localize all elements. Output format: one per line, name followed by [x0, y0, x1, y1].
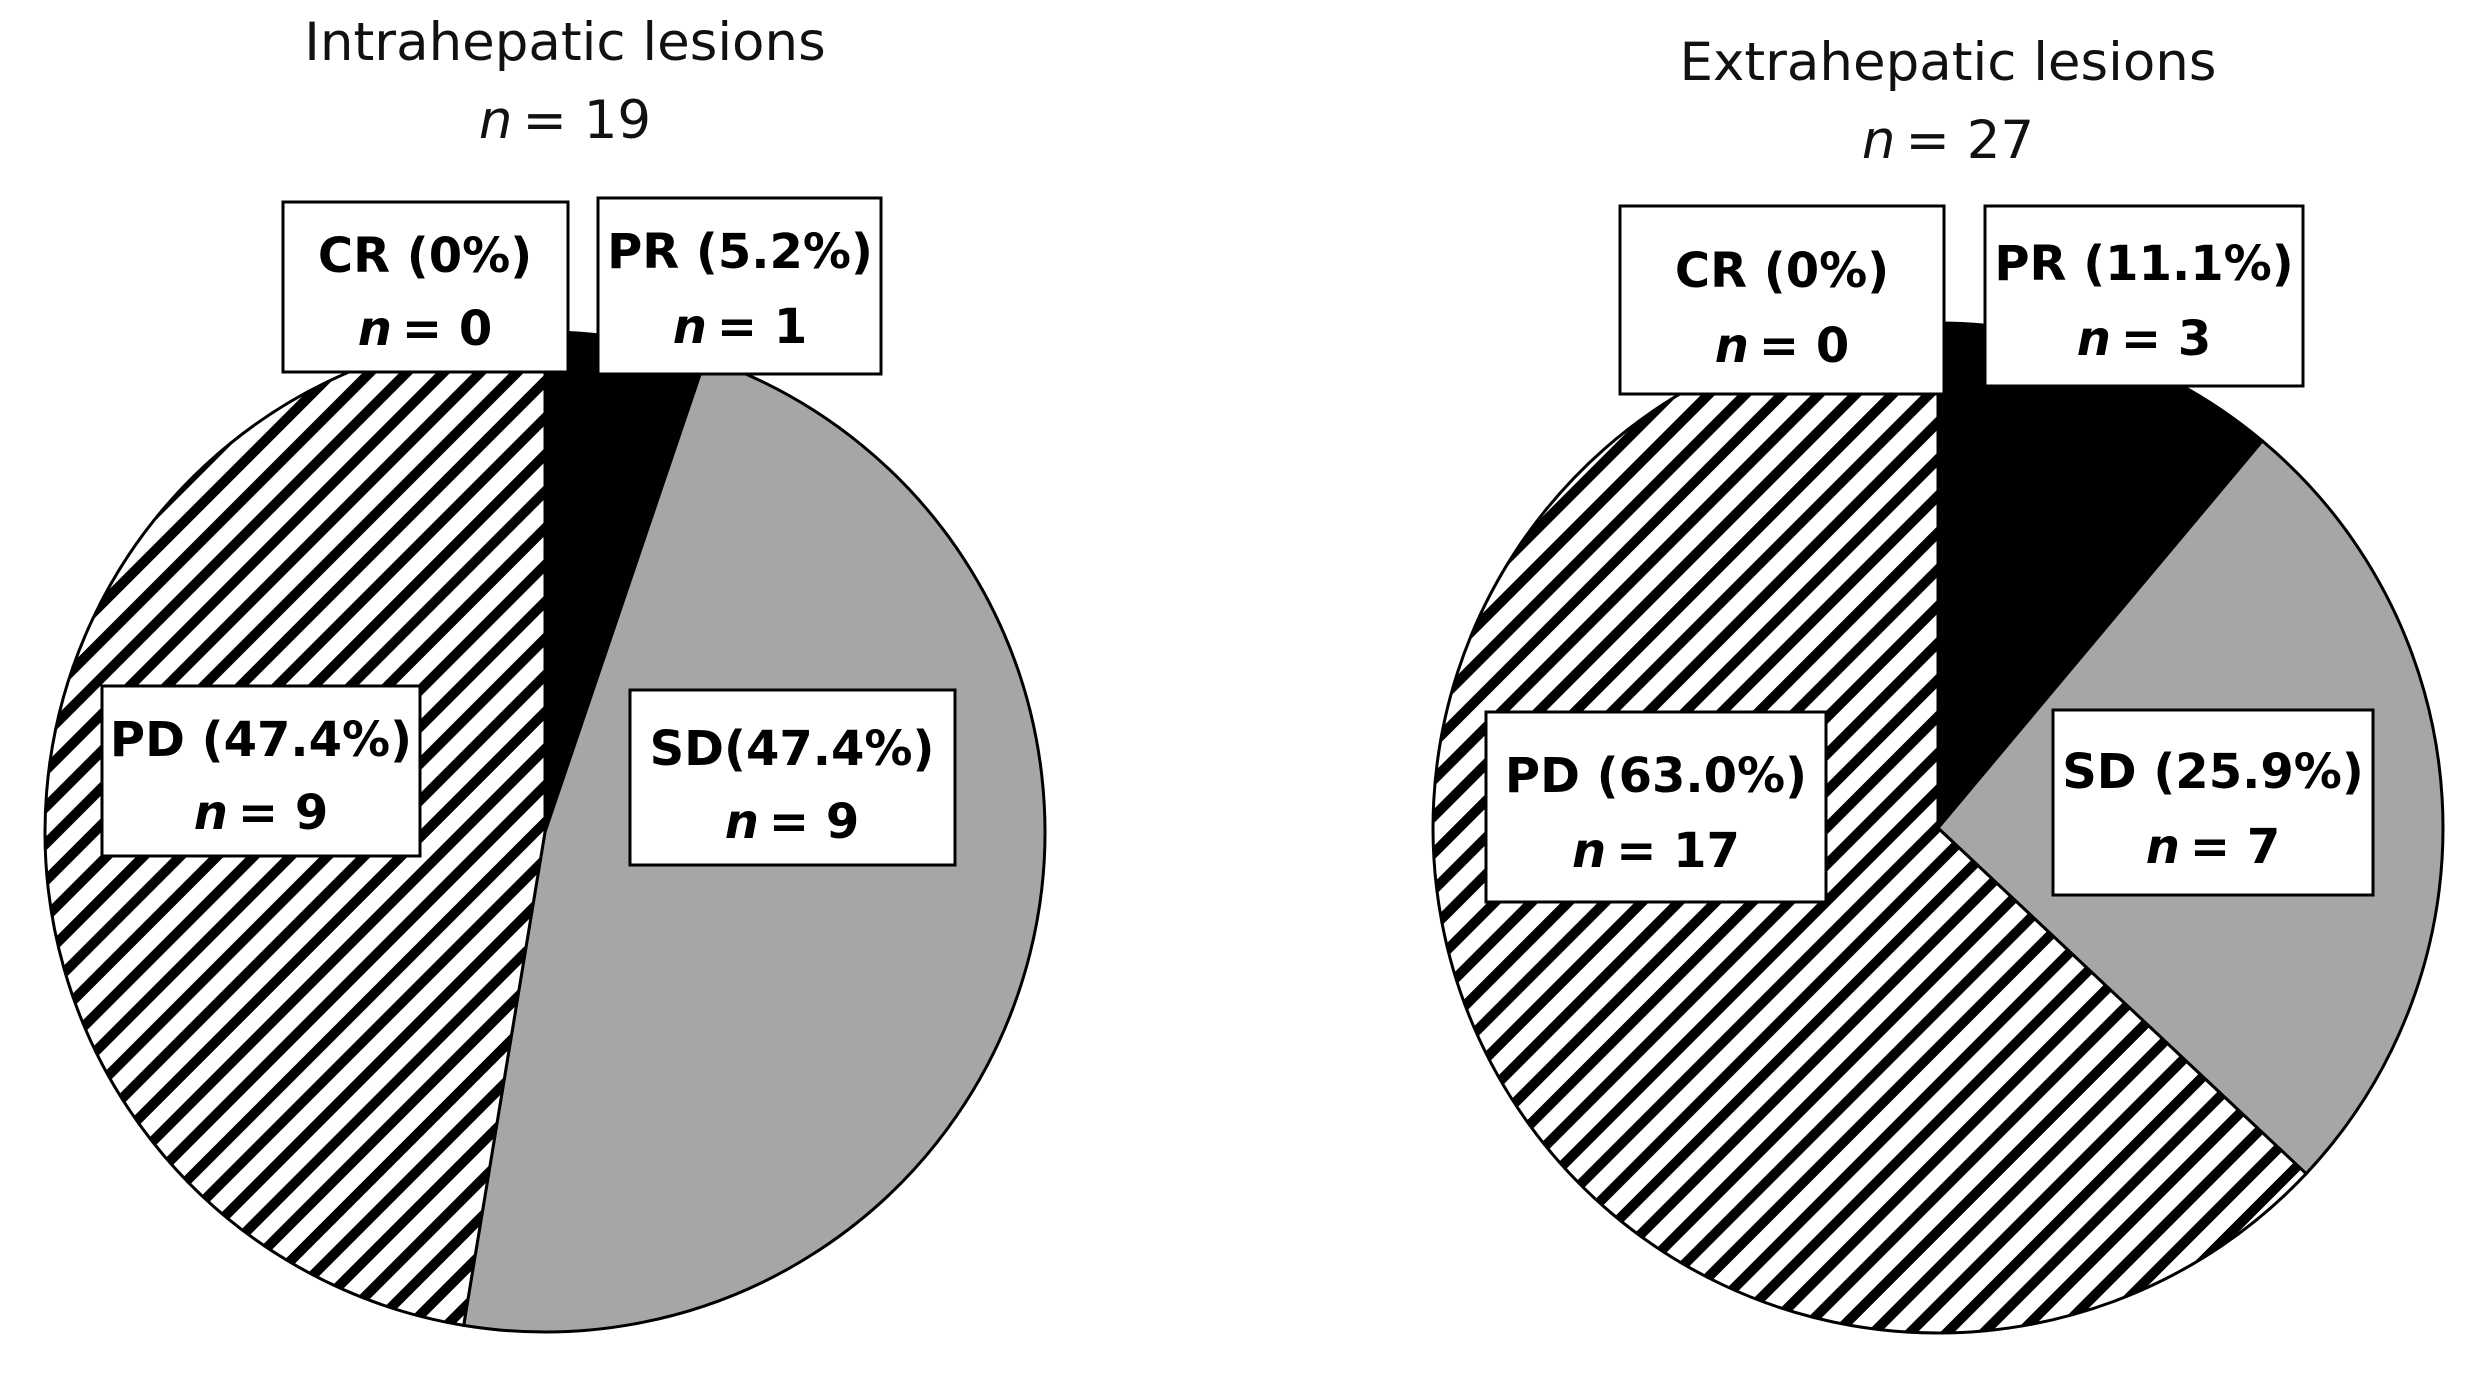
label-box-pr-left: PR (5.2%) n = 1	[596, 196, 883, 376]
count-pr-left: n = 1	[673, 299, 808, 355]
count-pd-left: n = 9	[194, 785, 329, 841]
chart-title-left: Intrahepatic lesions	[304, 12, 825, 73]
label-box-pd-left: PD (47.4%) n = 9	[100, 684, 422, 858]
pie-slice-pd-right	[1431, 321, 2309, 1335]
count-sd-right: n = 7	[2146, 819, 2281, 875]
label-sd-left: SD(47.4%)	[650, 721, 935, 777]
count-pd-right: n = 17	[1572, 823, 1740, 879]
chart-n-left: n = 19	[479, 90, 651, 151]
label-box-pr-right: PR (11.1%) n = 3	[1983, 204, 2305, 388]
label-box-cr-right: CR (0%) n = 0	[1618, 204, 1946, 396]
label-box-pd-right: PD (63.0%) n = 17	[1484, 710, 1828, 904]
count-cr-right: n = 0	[1715, 318, 1850, 374]
chart-n-right: n = 27	[1862, 110, 2034, 171]
label-pd-left: PD (47.4%)	[110, 712, 412, 768]
label-box-sd-left: SD(47.4%) n = 9	[628, 688, 957, 867]
label-pr-right: PR (11.1%)	[1994, 236, 2293, 292]
count-sd-left: n = 9	[725, 794, 860, 850]
chart-title-right: Extrahepatic lesions	[1679, 32, 2216, 93]
count-pr-right: n = 3	[2077, 311, 2212, 367]
label-cr-left: CR (0%)	[318, 228, 532, 284]
label-sd-right: SD (25.9%)	[2062, 744, 2364, 800]
label-box-cr-left: CR (0%) n = 0	[281, 200, 570, 374]
label-pd-right: PD (63.0%)	[1505, 748, 1807, 804]
label-pr-left: PR (5.2%)	[607, 224, 873, 280]
label-box-sd-right: SD (25.9%) n = 7	[2051, 708, 2375, 897]
count-cr-left: n = 0	[358, 301, 493, 357]
label-cr-right: CR (0%)	[1675, 243, 1889, 299]
